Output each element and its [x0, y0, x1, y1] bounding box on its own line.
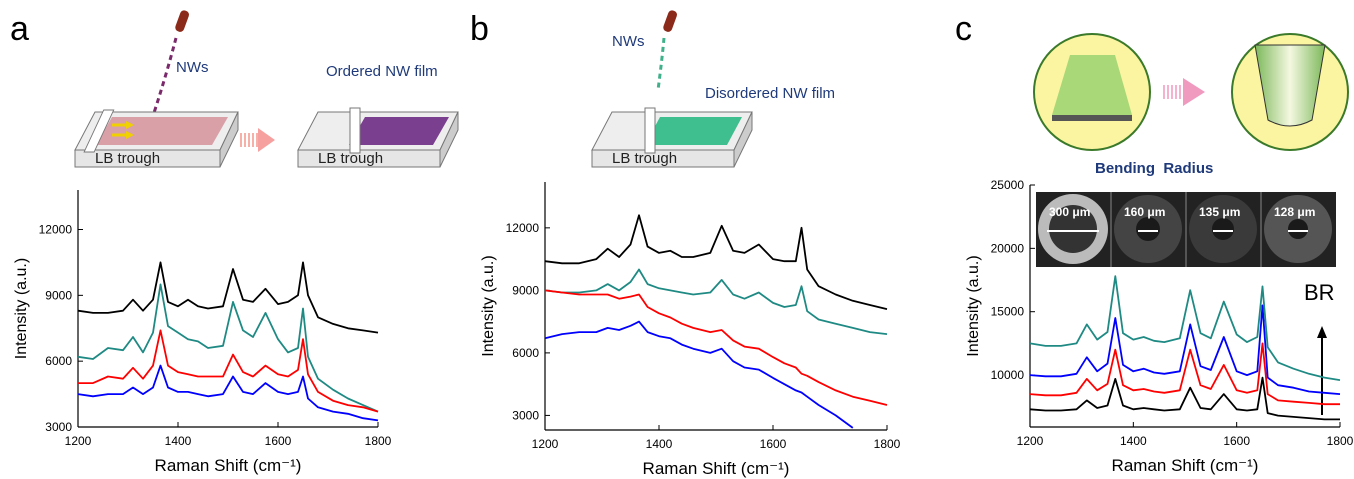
annotation: NWs — [612, 33, 645, 50]
y-tick-label: 9000 — [45, 288, 72, 302]
series-line — [544, 268, 888, 335]
annotation: NWs — [176, 59, 209, 76]
annotation: LB trough — [95, 150, 160, 167]
x-tick-label: 1400 — [1120, 434, 1147, 448]
y-tick-label: 20000 — [991, 241, 1025, 255]
x-axis-label: Raman Shift (cm⁻¹) — [1112, 456, 1259, 475]
illustration-a: NWs Ordered NW film LB trough LB trough — [74, 10, 459, 168]
x-tick-label: 1200 — [1017, 434, 1044, 448]
series-line — [544, 214, 888, 310]
illustration-b: NWs Disordered NW film LB trough — [591, 10, 835, 168]
y-tick-label: 12000 — [506, 221, 540, 235]
series-line — [1029, 275, 1341, 381]
series-line — [77, 364, 379, 422]
panel-label: c — [955, 10, 972, 48]
series-line — [1029, 342, 1340, 406]
y-tick-label: 9000 — [512, 283, 539, 297]
annotation: LB trough — [612, 150, 677, 167]
arrowhead — [1317, 326, 1327, 338]
series-line — [77, 283, 379, 413]
x-axis-label: Raman Shift (cm⁻¹) — [155, 456, 302, 475]
x-tick-label: 1600 — [1223, 434, 1250, 448]
series-line — [544, 289, 888, 406]
x-tick-label: 1200 — [532, 437, 559, 451]
x-tick-label: 1200 — [65, 434, 92, 448]
x-axis-label: Raman Shift (cm⁻¹) — [643, 459, 790, 478]
series-line — [1029, 376, 1340, 421]
x-tick-label: 1800 — [365, 434, 392, 448]
x-tick-label: 1600 — [265, 434, 292, 448]
y-tick-label: 25000 — [991, 178, 1025, 192]
y-axis-label: Intensity (a.u.) — [965, 255, 982, 356]
series-line — [77, 261, 379, 334]
annotation: Bending Radius — [1095, 160, 1213, 177]
annotation: 160 μm — [1124, 205, 1165, 219]
annotation: BR — [1304, 280, 1335, 305]
y-tick-label: 15000 — [991, 305, 1025, 319]
series-line — [78, 329, 379, 413]
annotation: LB trough — [318, 150, 383, 167]
x-tick-label: 1600 — [760, 437, 787, 451]
series-line — [1029, 304, 1341, 395]
x-tick-label: 1400 — [165, 434, 192, 448]
y-axis-label: Intensity (a.u.) — [480, 255, 497, 356]
y-tick-label: 3000 — [45, 420, 72, 434]
panel-label: a — [10, 10, 29, 48]
y-tick-label: 6000 — [45, 354, 72, 368]
x-tick-label: 1800 — [874, 437, 901, 451]
series-line — [544, 320, 854, 429]
panel-label: b — [470, 10, 489, 48]
inset-images: 300 μm 160 μm 135 μm 128 μm — [1036, 192, 1336, 267]
y-tick-label: 6000 — [512, 346, 539, 360]
annotation: Ordered NW film — [326, 63, 438, 80]
y-tick-label: 10000 — [991, 368, 1025, 382]
annotation: 135 μm — [1199, 205, 1240, 219]
x-tick-label: 1400 — [646, 437, 673, 451]
y-tick-label: 12000 — [39, 223, 73, 237]
annotation: 300 μm — [1049, 205, 1090, 219]
illustration-c: Bending Radius — [1033, 33, 1349, 177]
annotation: Disordered NW film — [705, 85, 835, 102]
x-tick-label: 1800 — [1327, 434, 1354, 448]
annotation: 128 μm — [1274, 205, 1315, 219]
y-axis-label: Intensity (a.u.) — [13, 258, 30, 359]
y-tick-label: 3000 — [512, 408, 539, 422]
